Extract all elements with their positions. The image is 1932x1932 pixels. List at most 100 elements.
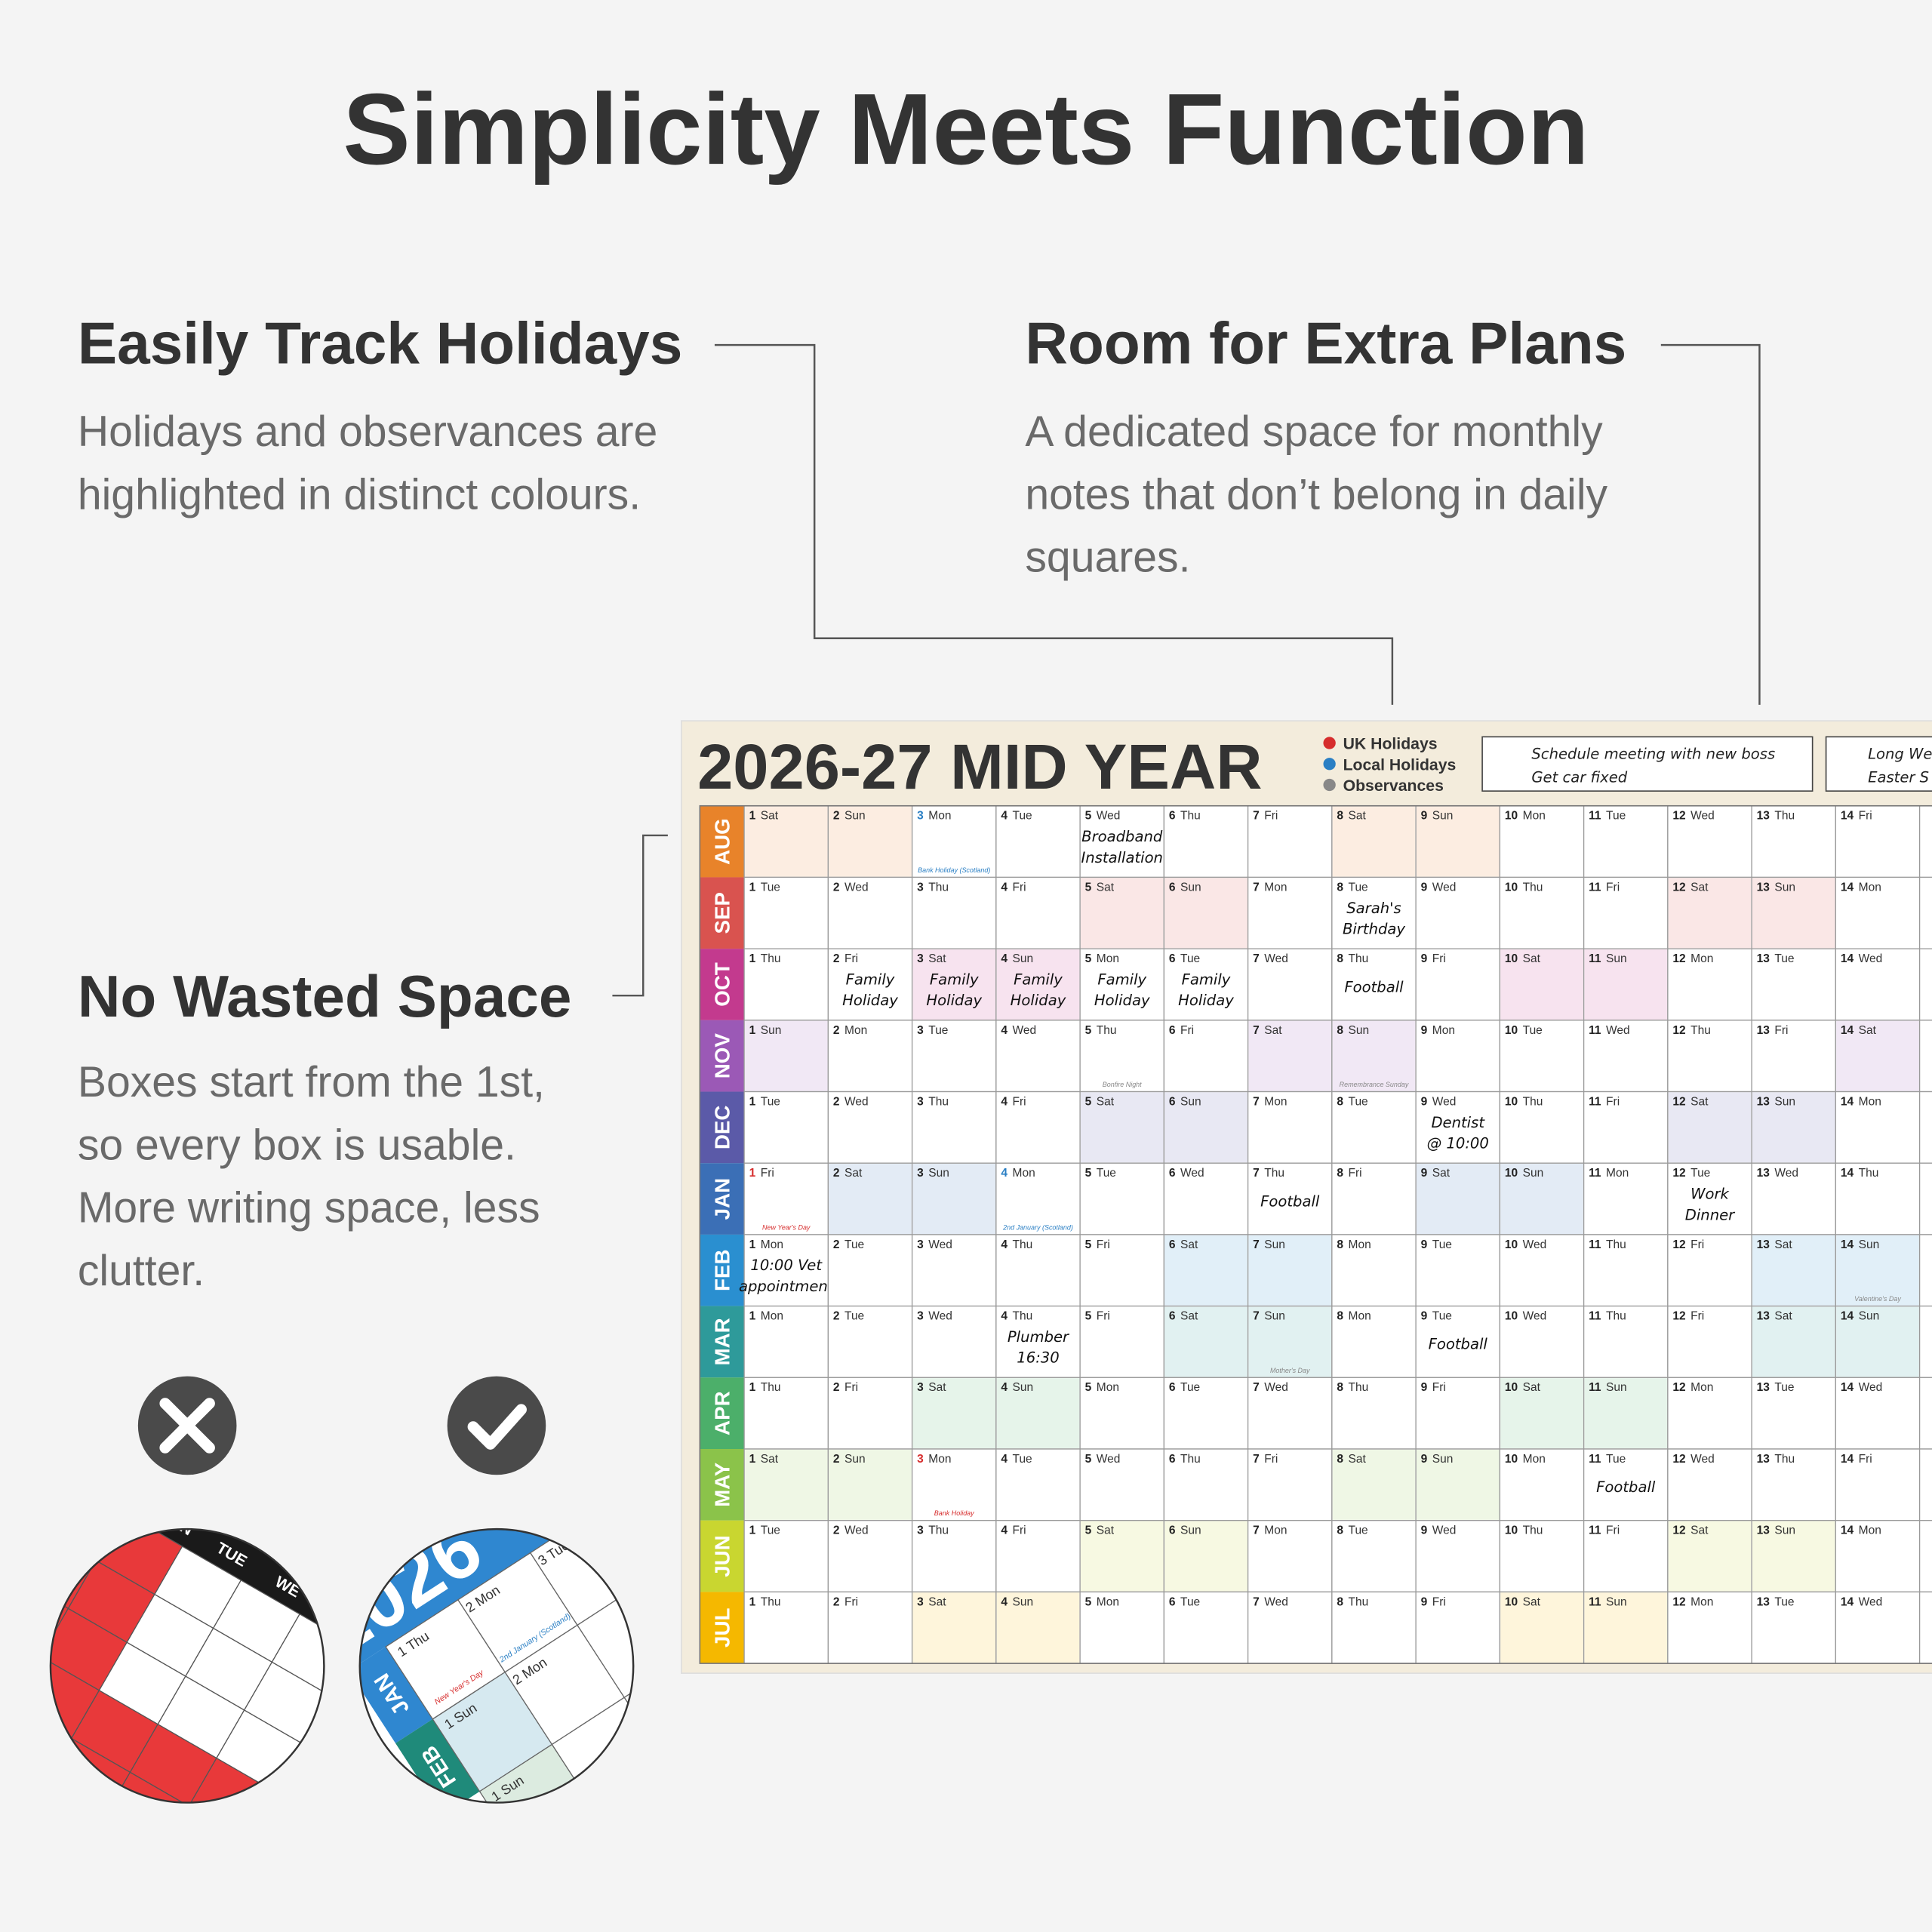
day-number: 1	[749, 881, 756, 894]
day-number: 10	[1505, 810, 1518, 823]
weekend-shade	[1164, 878, 1247, 949]
day-label: 8 Tue	[1337, 1095, 1367, 1108]
day-label: 2 Mon	[833, 1024, 867, 1037]
weekday: Fri	[1432, 952, 1446, 965]
day-number: 5	[1085, 1524, 1092, 1537]
weekday: Fri	[1774, 1024, 1788, 1037]
day-label: 11 Thu	[1589, 1310, 1626, 1323]
day-number: 1	[749, 1310, 756, 1323]
day-label: 7 Sat	[1253, 1024, 1282, 1037]
day-cell	[1163, 1377, 1249, 1450]
weekday: Tue	[1432, 1238, 1452, 1251]
day-number: 10	[1505, 1238, 1518, 1251]
day-label: 2 Tue	[833, 1238, 864, 1251]
day-label: 14 Sun	[1841, 1238, 1879, 1251]
day-number: 11	[1589, 1095, 1601, 1108]
day-cell	[1415, 1162, 1501, 1235]
day-number: 2	[833, 1095, 840, 1108]
day-label: 7 Wed	[1253, 1595, 1288, 1608]
legend-dot	[1323, 737, 1336, 749]
day-number: 3	[917, 952, 924, 965]
day-cell	[1247, 1448, 1333, 1521]
day-cell	[1667, 1591, 1752, 1664]
weekday: Sun	[844, 810, 866, 823]
day-number: 2	[833, 1167, 840, 1180]
day-label: 11 Tue	[1589, 1453, 1626, 1466]
day-note: Plumber	[1008, 1328, 1070, 1346]
day-label: 14 Mon	[1841, 1095, 1881, 1108]
day-label: 9 Sun	[1421, 810, 1454, 823]
day-number: 14	[1841, 1595, 1854, 1608]
day-cell	[1331, 1305, 1417, 1378]
day-label: 9 Wed	[1421, 1524, 1457, 1537]
weekday: Mon	[1606, 1167, 1629, 1180]
day-number: 12	[1672, 881, 1685, 894]
day-number: 7	[1253, 881, 1260, 894]
feature-text: squares.	[1025, 534, 1190, 582]
day-note: Family	[1182, 971, 1231, 988]
weekday: Thu	[928, 881, 949, 894]
weekend-shade	[1080, 1521, 1164, 1592]
weekend-shade	[1332, 806, 1416, 877]
day-note: Football	[1260, 1192, 1320, 1210]
weekday: Sat	[1180, 1310, 1198, 1323]
day-cell	[1163, 1020, 1249, 1093]
day-cell	[743, 1305, 829, 1378]
day-number: 12	[1672, 1310, 1685, 1323]
day-cell	[827, 1520, 913, 1593]
day-cell	[1415, 1234, 1501, 1307]
day-cell	[1079, 1520, 1165, 1593]
day-number: 10	[1505, 952, 1518, 965]
month-label: DEC	[711, 1106, 734, 1150]
day-cell	[1163, 876, 1249, 949]
day-label: 14 Mon	[1841, 1524, 1881, 1537]
day-cell	[743, 1234, 829, 1307]
day-cell	[1751, 1020, 1837, 1093]
day-label: 6 Sat	[1169, 1310, 1198, 1323]
day-number: 11	[1589, 1524, 1601, 1537]
day-number: 6	[1169, 1524, 1176, 1537]
day-label: 6 Tue	[1169, 1595, 1200, 1608]
day-number: 2	[833, 1310, 840, 1323]
day-cell	[1583, 1234, 1669, 1307]
weekend-shade	[1752, 1306, 1835, 1377]
day-label: 7 Mon	[1253, 881, 1287, 894]
day-cell	[1079, 1591, 1165, 1664]
weekday: Sat	[928, 1381, 946, 1394]
day-cell	[911, 1591, 997, 1664]
weekday: Sun	[1774, 881, 1795, 894]
day-number: 9	[1421, 1024, 1428, 1037]
month-label: JUL	[711, 1607, 734, 1647]
day-label: 11 Sun	[1589, 1381, 1627, 1394]
day-number: 12	[1672, 1167, 1685, 1180]
day-label: 2 Fri	[833, 1381, 858, 1394]
day-number: 12	[1672, 1595, 1685, 1608]
weekday: Tue	[1774, 1381, 1794, 1394]
day-number: 13	[1757, 1310, 1770, 1323]
day-label: 14 Mon	[1841, 881, 1881, 894]
day-number: 5	[1085, 1238, 1092, 1251]
day-label: 4 Thu	[1001, 1238, 1032, 1251]
weekday: Tue	[1180, 1381, 1200, 1394]
weekday: Mon	[761, 1238, 783, 1251]
day-number: 1	[749, 1238, 756, 1251]
weekday: Wed	[1097, 1453, 1121, 1466]
weekday: Tue	[1013, 810, 1032, 823]
day-label: 13 Tue	[1757, 952, 1795, 965]
day-label: 1 Sat	[749, 810, 779, 823]
weekday: Sat	[1690, 881, 1709, 894]
day-number: 10	[1505, 1524, 1518, 1537]
day-number: 7	[1253, 1453, 1260, 1466]
day-label: 10 Mon	[1505, 810, 1546, 823]
weekday: Sun	[1013, 1595, 1034, 1608]
day-cell	[1415, 1591, 1501, 1664]
day-label: 4 Mon	[1001, 1167, 1035, 1180]
weekday: Fri	[1859, 1453, 1872, 1466]
day-cell	[1499, 876, 1585, 949]
weekday: Wed	[1690, 1453, 1715, 1466]
weekend-shade	[829, 1164, 912, 1235]
day-cell	[1918, 1591, 1932, 1664]
weekend-shade	[1584, 949, 1668, 1020]
day-number: 13	[1757, 1238, 1770, 1251]
day-cell	[1331, 1377, 1417, 1450]
